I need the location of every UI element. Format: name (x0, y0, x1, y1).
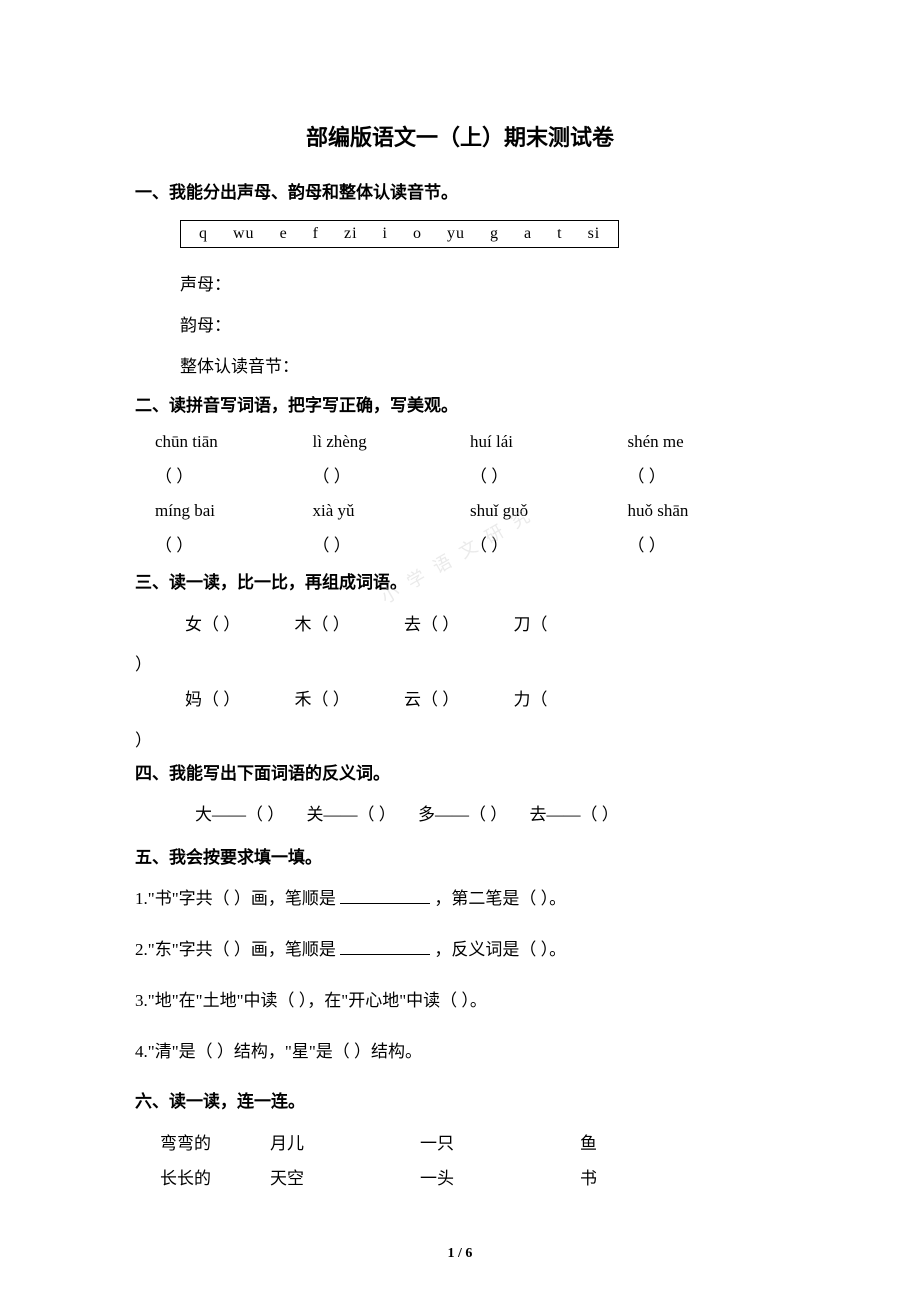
pinyin-word-row: míng bai xià yǔ shuǐ guǒ huǒ shān (155, 501, 785, 521)
answer-bracket: （ ） (313, 531, 471, 556)
answer-bracket: （ ） (470, 531, 628, 556)
answer-bracket: （ ） (470, 462, 628, 487)
fill-question-2: 2."东"字共（ ）画，笔顺是 ，反义词是（ ）。 (135, 936, 785, 963)
pinyin-item: yu (447, 225, 465, 242)
category-whole: 整体认读音节： (180, 352, 785, 377)
pinyin-item: g (490, 225, 499, 242)
pinyin-selection-box: q wu e f zi i o yu g a t si (180, 220, 619, 248)
match-item: 长长的 (160, 1164, 270, 1189)
section-3-heading: 三、读一读，比一比，再组成词语。 (135, 570, 785, 596)
closing-paren: ） (135, 726, 785, 751)
pinyin-item: a (524, 225, 532, 242)
antonym-item: 大——（ ） (195, 805, 284, 824)
pinyin-word: lì zhèng (313, 432, 471, 452)
match-item: 月儿 (270, 1129, 420, 1154)
compare-item: 木（ ） (295, 610, 350, 641)
fill-question-3: 3."地"在"土地"中读（ ），在"开心地"中读（ ）。 (135, 987, 785, 1014)
fill-text: ，反义词是（ ）。 (430, 940, 566, 959)
antonym-item: 去——（ ） (530, 805, 619, 824)
answer-bracket: （ ） (155, 462, 313, 487)
compare-item: 妈（ ） (185, 685, 240, 716)
pinyin-item: f (313, 225, 319, 242)
compare-item: 云（ ） (404, 685, 459, 716)
pinyin-item: si (588, 225, 601, 242)
section-4-heading: 四、我能写出下面词语的反义词。 (135, 761, 785, 787)
compare-item: 力（ (514, 685, 548, 716)
match-item: 弯弯的 (160, 1129, 270, 1154)
pinyin-word: xià yǔ (313, 501, 471, 521)
section-6-heading: 六、读一读，连一连。 (135, 1089, 785, 1115)
pinyin-word: huǒ shān (628, 501, 786, 521)
pinyin-word: chūn tiān (155, 432, 313, 452)
answer-bracket-row: （ ） （ ） （ ） （ ） (155, 462, 785, 487)
antonym-row: 大——（ ） 关——（ ） 多——（ ） 去——（ ） (195, 800, 785, 825)
compare-item: 女（ ） (185, 610, 240, 641)
match-item: 鱼 (580, 1129, 660, 1154)
match-item: 一头 (420, 1164, 580, 1189)
pinyin-item: e (280, 225, 288, 242)
answer-bracket-row: （ ） （ ） （ ） （ ） (155, 531, 785, 556)
pinyin-word: shuǐ guǒ (470, 501, 628, 521)
match-row: 长长的 天空 一头 书 (160, 1164, 785, 1189)
match-item: 书 (580, 1164, 660, 1189)
compare-characters-row: 妈（ ） 禾（ ） 云（ ） 力（ (185, 685, 785, 716)
pinyin-item: wu (233, 225, 255, 242)
compare-item: 禾（ ） (295, 685, 350, 716)
page-number: 1 / 6 (0, 1246, 920, 1262)
section-1-heading: 一、我能分出声母、韵母和整体认读音节。 (135, 180, 785, 206)
blank-line (340, 887, 430, 904)
pinyin-word: míng bai (155, 501, 313, 521)
fill-text: ，第二笔是（ ）。 (430, 889, 566, 908)
compare-item: 刀（ (514, 610, 548, 641)
answer-bracket: （ ） (628, 462, 786, 487)
fill-text: 2."东"字共（ ）画，笔顺是 (135, 940, 340, 959)
blank-line (340, 938, 430, 955)
pinyin-word: huí lái (470, 432, 628, 452)
fill-question-1: 1."书"字共（ ）画，笔顺是 ，第二笔是（ ）。 (135, 885, 785, 912)
match-row: 弯弯的 月儿 一只 鱼 (160, 1129, 785, 1154)
category-initials: 声母： (180, 270, 785, 295)
answer-bracket: （ ） (313, 462, 471, 487)
pinyin-item: i (383, 225, 388, 242)
section-5-heading: 五、我会按要求填一填。 (135, 845, 785, 871)
fill-question-4: 4."清"是（ ）结构，"星"是（ ）结构。 (135, 1038, 785, 1065)
compare-item: 去（ ） (404, 610, 459, 641)
pinyin-item: q (199, 225, 208, 242)
compare-characters-row: 女（ ） 木（ ） 去（ ） 刀（ (185, 610, 785, 641)
pinyin-word: shén me (628, 432, 786, 452)
document-title: 部编版语文一（上）期末测试卷 (135, 120, 785, 152)
pinyin-item: t (557, 225, 562, 242)
pinyin-item: zi (344, 225, 358, 242)
pinyin-word-row: chūn tiān lì zhèng huí lái shén me (155, 432, 785, 452)
match-item: 一只 (420, 1129, 580, 1154)
category-finals: 韵母： (180, 311, 785, 336)
closing-paren: ） (135, 650, 785, 675)
answer-bracket: （ ） (628, 531, 786, 556)
antonym-item: 多——（ ） (418, 805, 507, 824)
section-2-heading: 二、读拼音写词语，把字写正确，写美观。 (135, 393, 785, 419)
antonym-item: 关——（ ） (307, 805, 396, 824)
match-item: 天空 (270, 1164, 420, 1189)
fill-text: 1."书"字共（ ）画，笔顺是 (135, 889, 340, 908)
pinyin-item: o (413, 225, 422, 242)
answer-bracket: （ ） (155, 531, 313, 556)
